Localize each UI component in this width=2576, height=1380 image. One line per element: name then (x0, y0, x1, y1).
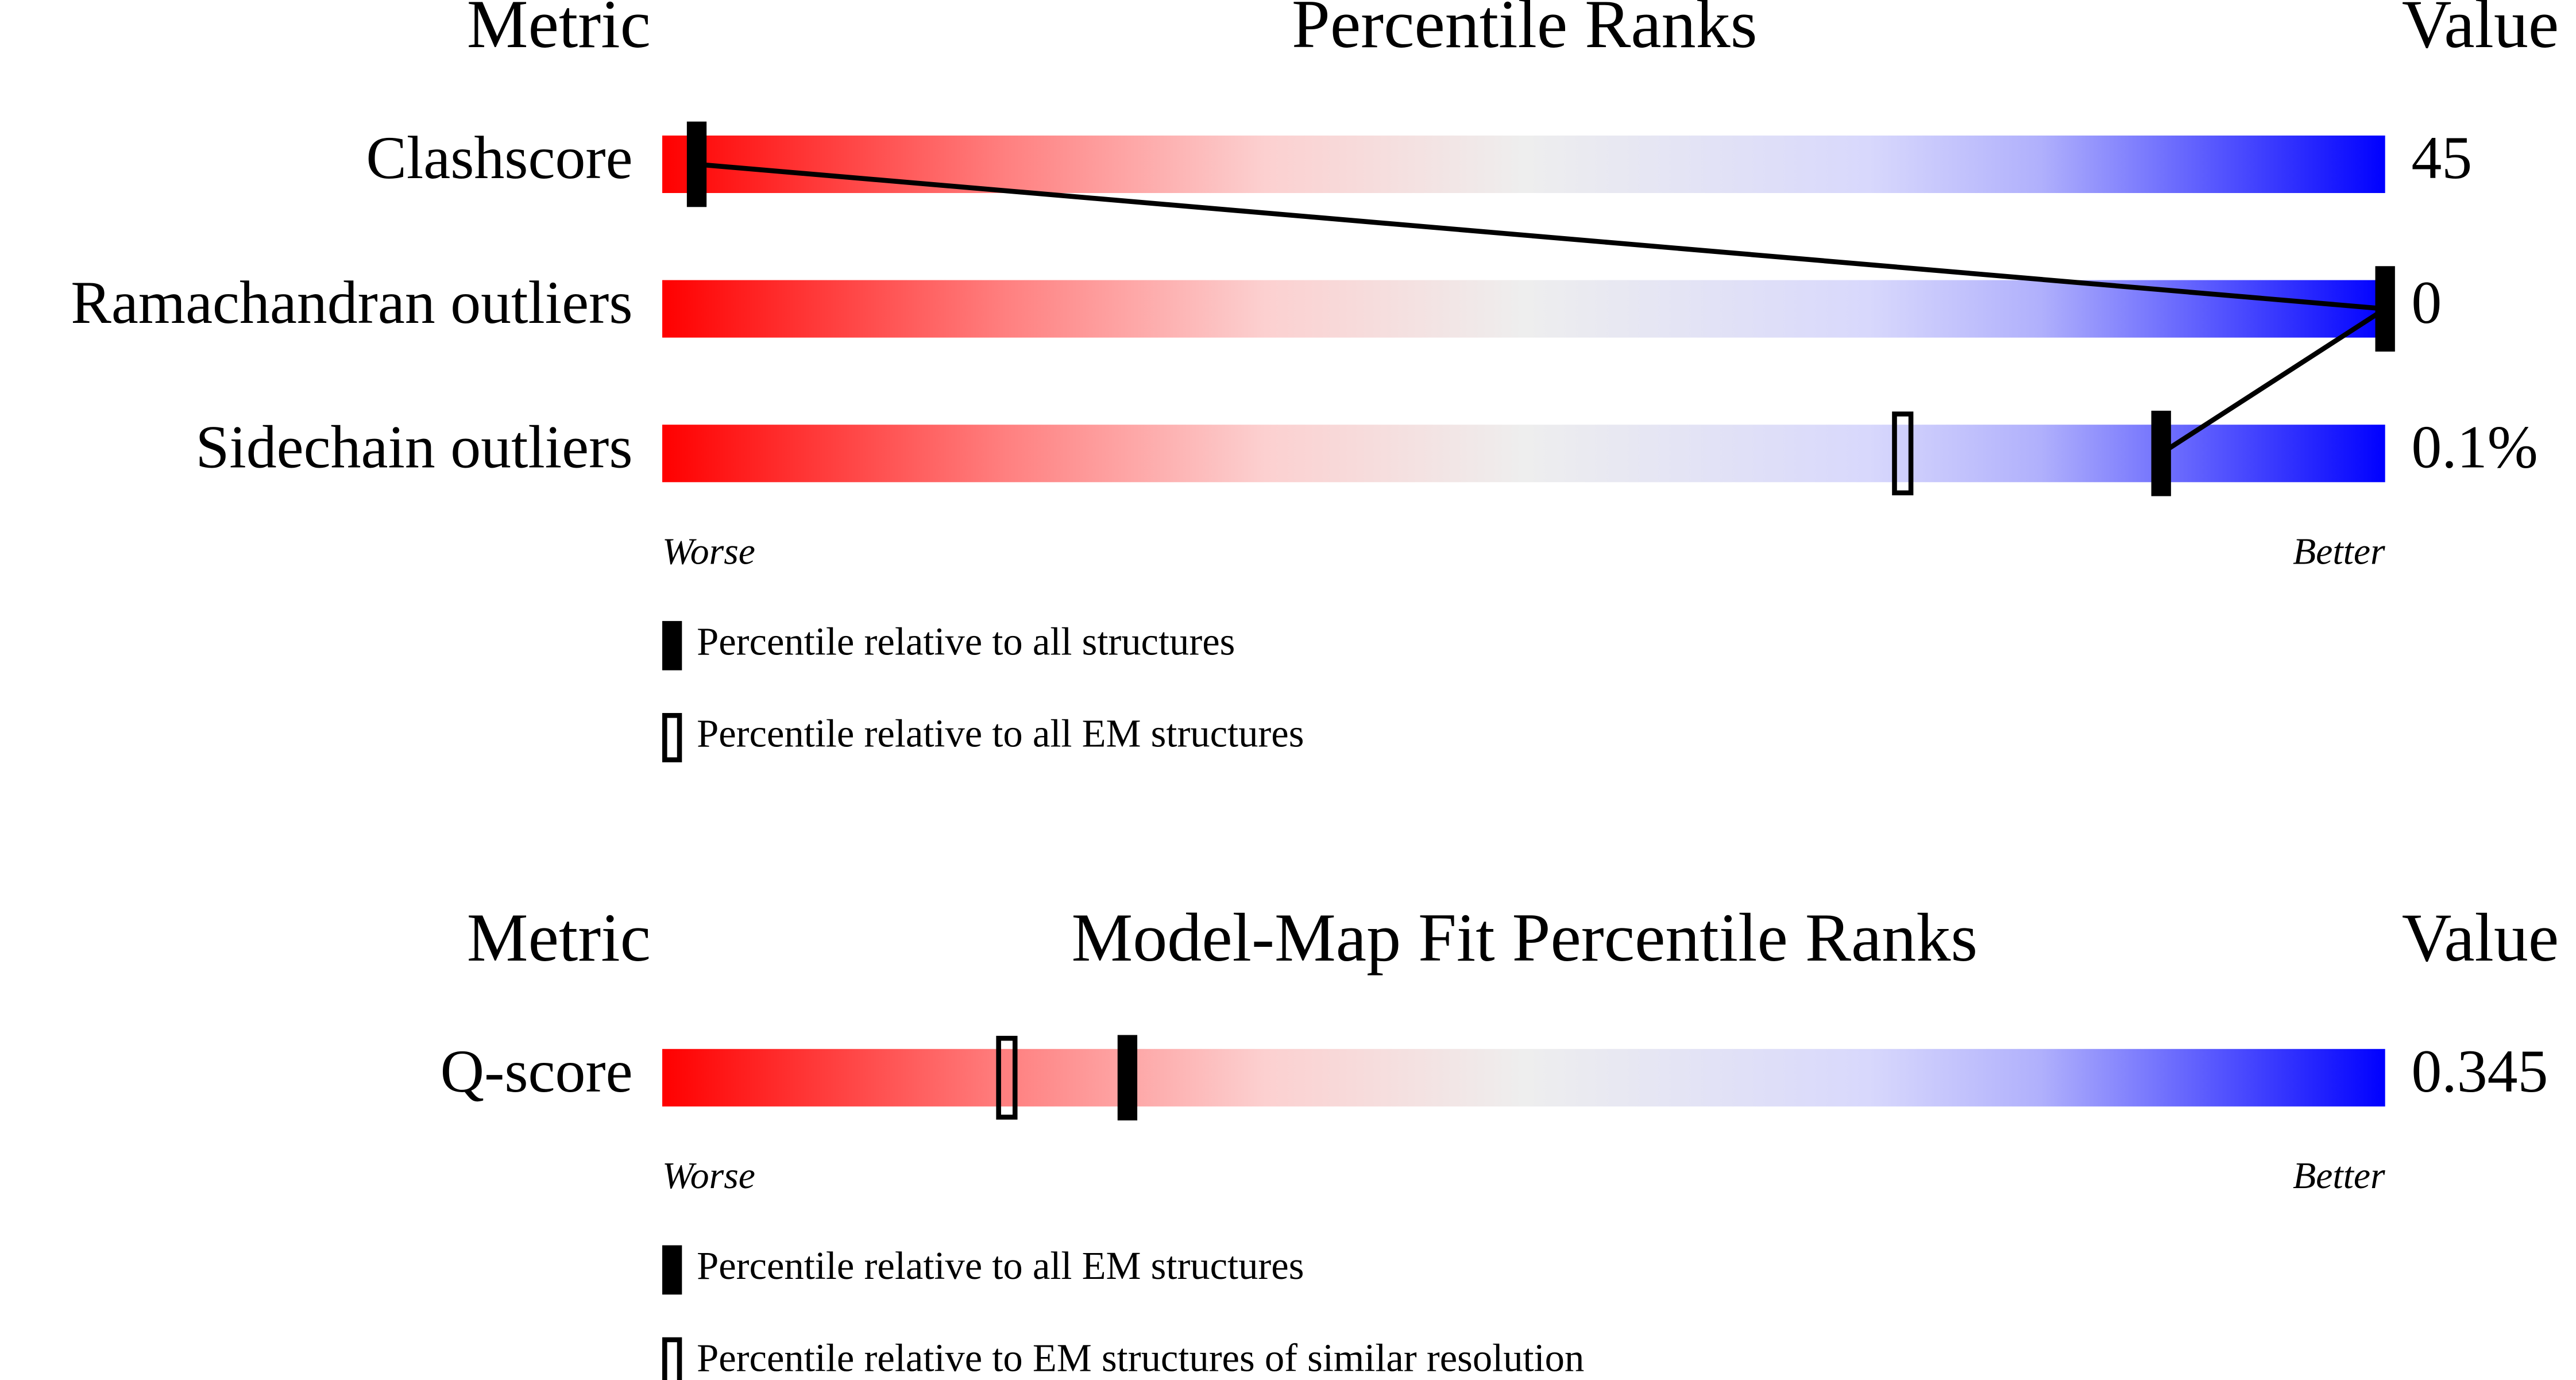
chart-title: Model-Map Fit Percentile Ranks (1071, 899, 1978, 976)
slider-bar (662, 425, 2385, 483)
x-axis-label: Better (2293, 1155, 2385, 1197)
x-axis-label: Worse (662, 1155, 755, 1197)
row-label: Sidechain outliers (196, 414, 633, 481)
chart-title: Percentile Ranks (1292, 0, 1757, 62)
percentile-marker (686, 121, 707, 207)
legend-swatch (662, 1337, 682, 1380)
legend-entry: Percentile relative to all EM structures (697, 1244, 1304, 1288)
percentile-marker-open (996, 1035, 1018, 1120)
percentile-marker-open (1892, 411, 1914, 496)
x-axis-label: Worse (662, 531, 755, 573)
slider-bar (662, 1049, 2385, 1107)
row-label: Q-score (441, 1038, 633, 1105)
value-label: 0.345 (2411, 1038, 2548, 1105)
slider-bar (662, 280, 2385, 338)
value-label: 0 (2411, 269, 2442, 336)
row-label: Clashscore (366, 124, 632, 191)
legend-swatch (662, 620, 682, 670)
legend-swatch (662, 713, 682, 762)
value-label: 0.1% (2411, 414, 2538, 481)
legend-entry: Percentile relative to all structures (697, 620, 1235, 664)
legend-entry: Percentile relative to all EM structures (697, 712, 1304, 755)
value-header: Value (2402, 899, 2559, 976)
value-header: Value (2402, 0, 2559, 62)
legend-swatch (662, 1245, 682, 1295)
percentile-marker (2151, 410, 2171, 496)
x-axis-label: Better (2293, 531, 2385, 573)
metric-header: Metric (467, 0, 651, 62)
percentile-marker (2375, 266, 2395, 352)
legend-entry: Percentile relative to EM structures of … (697, 1336, 1584, 1379)
metric-header: Metric (467, 899, 651, 976)
value-label: 45 (2411, 124, 2472, 191)
percentile-marker (1117, 1035, 1138, 1121)
row-label: Ramachandran outliers (71, 269, 632, 336)
